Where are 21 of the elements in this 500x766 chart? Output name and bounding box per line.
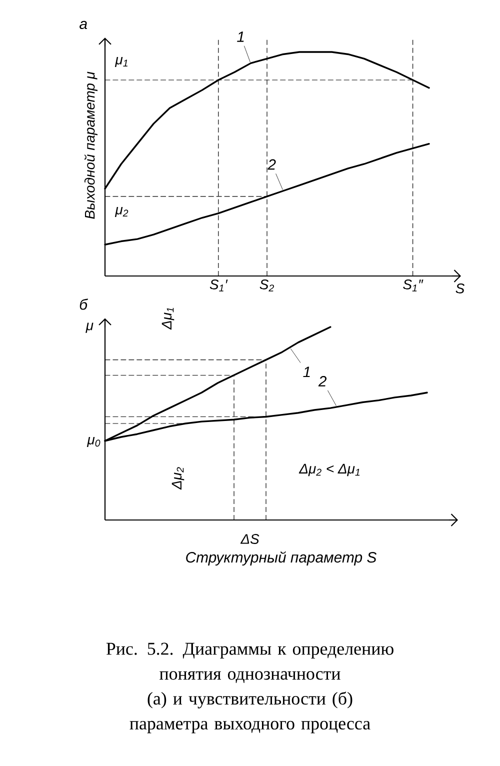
x-axis-title: S: [456, 283, 465, 294]
annotation: μ$_{2}$: [114, 206, 128, 218]
series-label: 1: [237, 32, 244, 42]
x-tick-label: S$_{1}$′: [210, 280, 228, 292]
series-label: 2: [268, 159, 276, 170]
annotation: μ$_{1}$: [114, 56, 128, 68]
annotation: Δμ$_{2}$: [172, 467, 184, 490]
annotation: Δμ$_{2}$ < Δμ$_{1}$: [298, 464, 360, 476]
x-axis-title: Структурный параметр S: [186, 551, 377, 566]
y-axis-title: μ: [86, 322, 94, 333]
y-axis-title: Выходной параметр μ: [84, 72, 98, 219]
text: μ$_{0}$: [86, 436, 100, 448]
chart-title: б: [80, 298, 88, 310]
x-tick-label: S$_{2}$: [260, 280, 274, 292]
text: Рис. 5.2. Диаграммы к определению понятия однозначности (а) и чувствительности (б) параметра выходного процесса: [106, 642, 394, 734]
annotation: Δμ$_{1}$: [162, 308, 174, 330]
legend-label: 1: [303, 366, 310, 378]
series-label: 2: [318, 376, 327, 386]
text: ΔS: [240, 534, 260, 544]
x-tick-label: S$_{1}$″: [403, 280, 424, 292]
chart-title: а: [80, 20, 88, 30]
